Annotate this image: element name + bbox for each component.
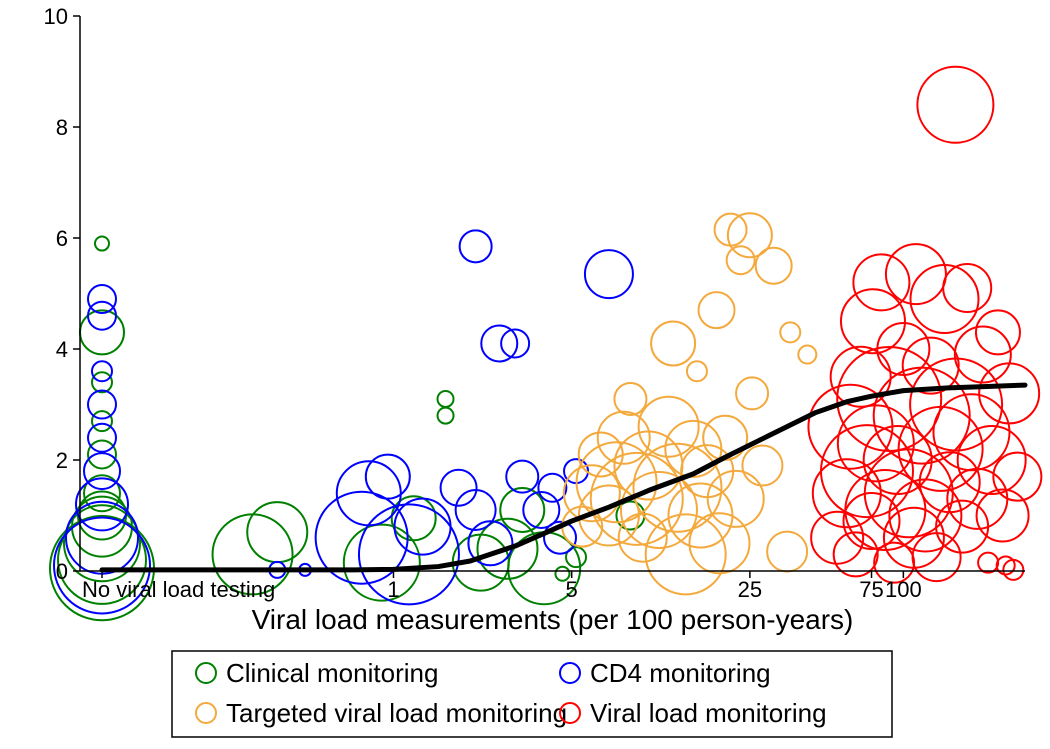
- y-tick-label: 2: [56, 448, 68, 473]
- chart-svg: 0 2 4 6 8 10 No viral load testing 1 5 25 75100 Vir…: [0, 0, 1050, 749]
- x-tick-label: 1: [387, 577, 399, 602]
- y-tick-label: 4: [56, 337, 68, 362]
- chart-root: 0 2 4 6 8 10 No viral load testing 1 5 25 75100 Vir…: [0, 0, 1050, 749]
- legend-label: Viral load monitoring: [590, 698, 827, 728]
- y-tick-label: 8: [56, 115, 68, 140]
- legend-label: Clinical monitoring: [226, 658, 438, 688]
- x-tick-label: 75: [859, 577, 883, 602]
- legend-label: CD4 monitoring: [590, 658, 771, 688]
- y-tick-label: 6: [56, 226, 68, 251]
- bg: [0, 0, 1050, 749]
- x-axis-title: Viral load measurements (per 100 person-…: [252, 604, 854, 635]
- legend-label: Targeted viral load monitoring: [226, 698, 567, 728]
- y-tick-label: 10: [44, 4, 68, 29]
- x-tick-label: 100: [885, 577, 922, 602]
- x-tick-label: 25: [738, 577, 762, 602]
- x-tick-label: 5: [566, 577, 578, 602]
- y-tick-label: 0: [56, 559, 68, 584]
- x-tick-label-zero: No viral load testing: [82, 577, 275, 602]
